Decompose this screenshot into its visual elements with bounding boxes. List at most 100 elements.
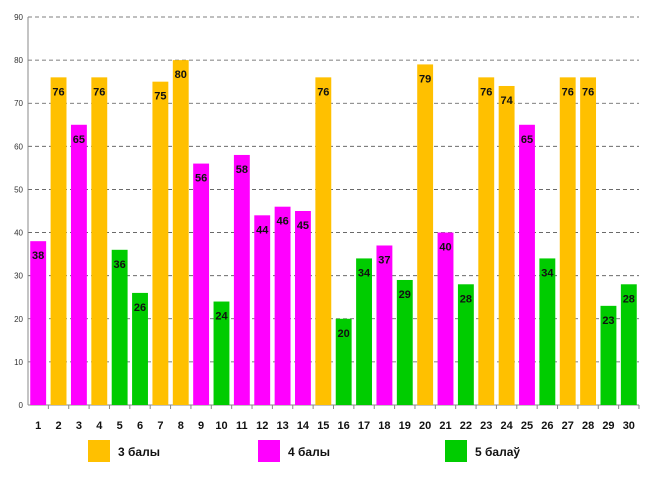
- bar-value-label: 46: [276, 216, 288, 228]
- bar-value-label: 34: [358, 267, 371, 279]
- bar-value-label: 79: [419, 73, 431, 85]
- x-tick-label: 25: [521, 420, 533, 432]
- bar-13: [274, 206, 291, 405]
- bar-1: [30, 241, 47, 405]
- x-tick-label: 12: [256, 420, 268, 432]
- gridlines: [28, 16, 639, 363]
- bar-7: [152, 81, 169, 406]
- x-tick-label: 5: [117, 420, 123, 432]
- y-tick-label: 50: [14, 185, 23, 194]
- bar-23: [478, 77, 495, 405]
- bar-value-label: 75: [154, 91, 166, 103]
- bar-value-label: 76: [317, 86, 329, 98]
- bar-18: [376, 245, 393, 405]
- bar-3: [70, 124, 87, 406]
- bar-value-label: 76: [480, 86, 492, 98]
- bar-14: [295, 211, 311, 405]
- bar-value-label: 58: [236, 164, 248, 176]
- bar-value-label: 76: [52, 86, 64, 98]
- bar-30: [620, 284, 637, 405]
- bar-5: [111, 249, 128, 405]
- bar-11: [233, 154, 250, 405]
- bar-value-label: 76: [562, 86, 574, 98]
- x-tick-label: 4: [96, 420, 103, 432]
- x-tick-label: 7: [157, 420, 163, 432]
- bar-9: [193, 163, 210, 405]
- legend-swatch: [445, 440, 467, 462]
- x-tick-label: 16: [338, 420, 350, 432]
- bar-4: [91, 77, 108, 405]
- x-tick-label: 6: [137, 420, 143, 432]
- bar-24: [498, 85, 515, 405]
- bar-value-label: 23: [602, 315, 614, 327]
- y-tick-label: 20: [14, 315, 23, 324]
- bar-21: [437, 232, 454, 405]
- bar-value-label: 76: [93, 86, 105, 98]
- x-tick-label: 22: [460, 420, 472, 432]
- legend-label: 4 балы: [288, 445, 330, 459]
- x-tick-label: 24: [500, 420, 513, 432]
- x-tick-label: 10: [215, 420, 227, 432]
- bar-value-label: 44: [256, 224, 269, 236]
- bar-value-label: 36: [114, 259, 126, 271]
- legend-swatch: [258, 440, 280, 462]
- bar-value-label: 74: [500, 95, 513, 107]
- y-tick-label: 60: [14, 142, 23, 151]
- bar-16: [335, 318, 352, 405]
- bar-value-label: 65: [73, 134, 85, 146]
- bar-value-label: 80: [175, 69, 187, 81]
- x-tick-label: 17: [358, 420, 370, 432]
- bar-value-label: 76: [582, 86, 594, 98]
- bar-value-label: 56: [195, 173, 207, 185]
- bar-value-label: 20: [338, 328, 350, 340]
- bars: 38 76 65 76 36 26 75 80 56 24 58 44 46 45 76 20 34 37 29 79…: [30, 60, 637, 406]
- x-tick-label: 8: [178, 420, 184, 432]
- bar-10: [213, 301, 230, 405]
- bar-17: [356, 258, 372, 405]
- legend-label: 5 балаў: [475, 445, 520, 459]
- x-tick-label: 29: [602, 420, 614, 432]
- bar-19: [396, 279, 413, 405]
- y-tick-label: 90: [14, 13, 23, 22]
- x-tick-label: 19: [399, 420, 411, 432]
- bar-value-label: 38: [32, 250, 44, 262]
- bar-6: [132, 292, 148, 405]
- bar-20: [417, 64, 434, 405]
- x-tick-label: 13: [276, 420, 288, 432]
- y-tick-label: 80: [14, 56, 23, 65]
- legend: 3 балы 4 балы 5 балаў: [88, 440, 520, 462]
- bar-15: [315, 77, 332, 405]
- x-tick-label: 18: [378, 420, 390, 432]
- legend-label: 3 балы: [118, 445, 160, 459]
- y-tick-label: 40: [14, 229, 23, 238]
- bar-29: [600, 305, 617, 405]
- bar-28: [580, 77, 597, 405]
- x-tick-label: 26: [541, 420, 553, 432]
- y-tick-label: 10: [14, 358, 23, 367]
- x-tick-label: 20: [419, 420, 431, 432]
- x-tick-label: 2: [55, 420, 61, 432]
- bar-26: [539, 258, 556, 405]
- bar-value-label: 28: [623, 293, 635, 305]
- x-tick-label: 23: [480, 420, 492, 432]
- x-tick-label: 3: [76, 420, 82, 432]
- bar-12: [254, 215, 271, 405]
- bar-value-label: 45: [297, 220, 309, 232]
- legend-swatch: [88, 440, 110, 462]
- bar-value-label: 34: [541, 267, 554, 279]
- bar-value-label: 37: [378, 254, 390, 266]
- bar-value-label: 24: [215, 311, 228, 323]
- bar-27: [559, 77, 576, 405]
- bar-value-label: 26: [134, 302, 146, 314]
- bar-2: [50, 77, 67, 405]
- bar-value-label: 29: [399, 289, 411, 301]
- x-tick-label: 21: [439, 420, 451, 432]
- y-tick-label: 0: [19, 401, 24, 410]
- x-tick-label: 15: [317, 420, 329, 432]
- y-tick-label: 30: [14, 272, 23, 281]
- x-tick-label: 28: [582, 420, 594, 432]
- bar-value-label: 40: [439, 242, 451, 254]
